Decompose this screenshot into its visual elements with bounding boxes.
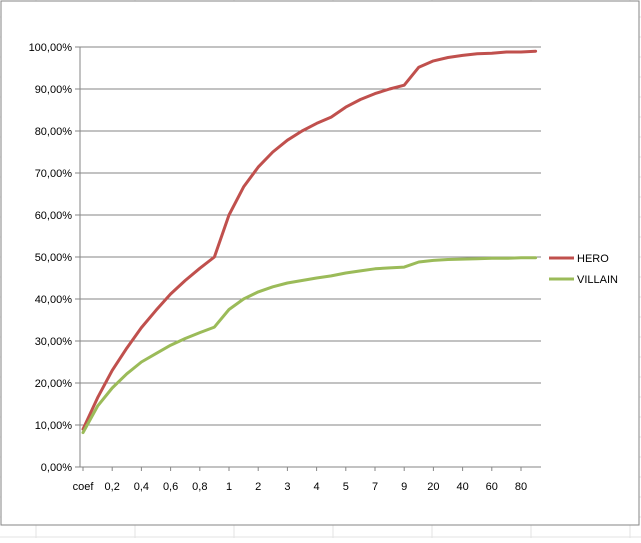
legend-label-villain: VILLAIN xyxy=(577,274,618,286)
x-tick-label: coef xyxy=(73,481,95,493)
y-tick-label: 0,00% xyxy=(41,462,72,474)
x-tick-label: 5 xyxy=(343,481,349,493)
legend-label-hero: HERO xyxy=(577,253,609,265)
y-tick-label: 20,00% xyxy=(35,378,73,390)
y-tick-label: 30,00% xyxy=(35,336,73,348)
x-tick-label: 1 xyxy=(226,481,232,493)
x-tick-label: 9 xyxy=(401,481,407,493)
x-tick-label: 7 xyxy=(372,481,378,493)
x-tick-label: 40 xyxy=(456,481,468,493)
x-tick-label: 20 xyxy=(427,481,439,493)
chart-frame xyxy=(0,0,640,526)
x-tick-label: 80 xyxy=(515,481,527,493)
y-tick-label: 60,00% xyxy=(35,210,73,222)
x-tick-label: 0,6 xyxy=(163,481,178,493)
x-tick-label: 0,4 xyxy=(134,481,149,493)
y-tick-label: 70,00% xyxy=(35,168,73,180)
y-tick-label: 40,00% xyxy=(35,294,73,306)
x-tick-label: 0,2 xyxy=(105,481,120,493)
y-tick-label: 50,00% xyxy=(35,252,73,264)
y-tick-label: 90,00% xyxy=(35,84,73,96)
y-axis-tick-labels: 0,00% 10,00% 20,00% 30,00% 40,00% 50,00% 60,00… xyxy=(29,42,80,474)
y-gridlines xyxy=(80,46,541,426)
x-axis-tick-labels: coef 0,2 0,4 0,6 0,8 1 2 3 4 5 7 9 20 40 60 80 xyxy=(73,467,527,493)
y-tick-label: 10,00% xyxy=(35,420,73,432)
x-tick-label: 60 xyxy=(486,481,498,493)
axes xyxy=(79,47,541,468)
series-line-hero xyxy=(81,49,538,431)
x-tick-label: 2 xyxy=(255,481,261,493)
y-tick-label: 80,00% xyxy=(35,126,73,138)
x-tick-label: 3 xyxy=(284,481,290,493)
series-lines xyxy=(81,49,538,435)
y-tick-label: 100,00% xyxy=(29,42,73,54)
x-tick-label: 0,8 xyxy=(192,481,207,493)
legend: HERO VILLAIN xyxy=(549,253,618,286)
series-line-villain xyxy=(81,256,538,435)
x-tick-label: 4 xyxy=(314,481,320,493)
